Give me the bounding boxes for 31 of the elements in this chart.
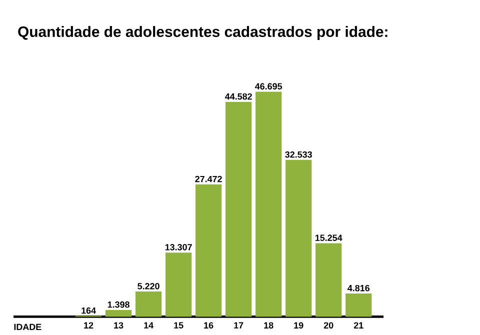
chart-title: Quantidade de adolescentes cadastrados por idade: xyxy=(18,26,388,40)
bar xyxy=(286,160,312,317)
data-label: 27.472 xyxy=(195,176,222,182)
data-label: 4.816 xyxy=(348,284,370,292)
data-label: 164 xyxy=(82,307,96,314)
bar xyxy=(135,292,162,317)
bar xyxy=(226,102,252,317)
bar xyxy=(316,243,342,317)
data-label: 46.695 xyxy=(255,83,282,90)
data-label: 32.533 xyxy=(285,151,312,158)
x-tick-label: 16 xyxy=(204,322,214,329)
data-label: 5.220 xyxy=(138,282,160,290)
x-tick-label: 13 xyxy=(114,322,124,329)
x-tick-label: 17 xyxy=(234,322,244,328)
x-tick-label: 20 xyxy=(324,322,334,329)
x-axis-title: IDADE xyxy=(14,324,42,330)
data-label: 1.398 xyxy=(108,301,130,308)
x-tick-label: 15 xyxy=(174,322,184,328)
bar xyxy=(196,184,222,317)
data-label: 13.307 xyxy=(165,244,192,250)
bar xyxy=(346,293,372,317)
x-tick-label: 12 xyxy=(84,322,94,328)
bar xyxy=(256,92,282,317)
bar xyxy=(105,310,132,317)
bar xyxy=(166,252,192,317)
x-tick-label: 19 xyxy=(294,322,304,329)
x-tick-label: 18 xyxy=(264,322,274,329)
x-tick-label: 21 xyxy=(354,322,364,328)
data-label: 15.254 xyxy=(315,234,342,241)
x-tick-label: 14 xyxy=(144,322,154,328)
data-label: 44.582 xyxy=(225,93,252,100)
